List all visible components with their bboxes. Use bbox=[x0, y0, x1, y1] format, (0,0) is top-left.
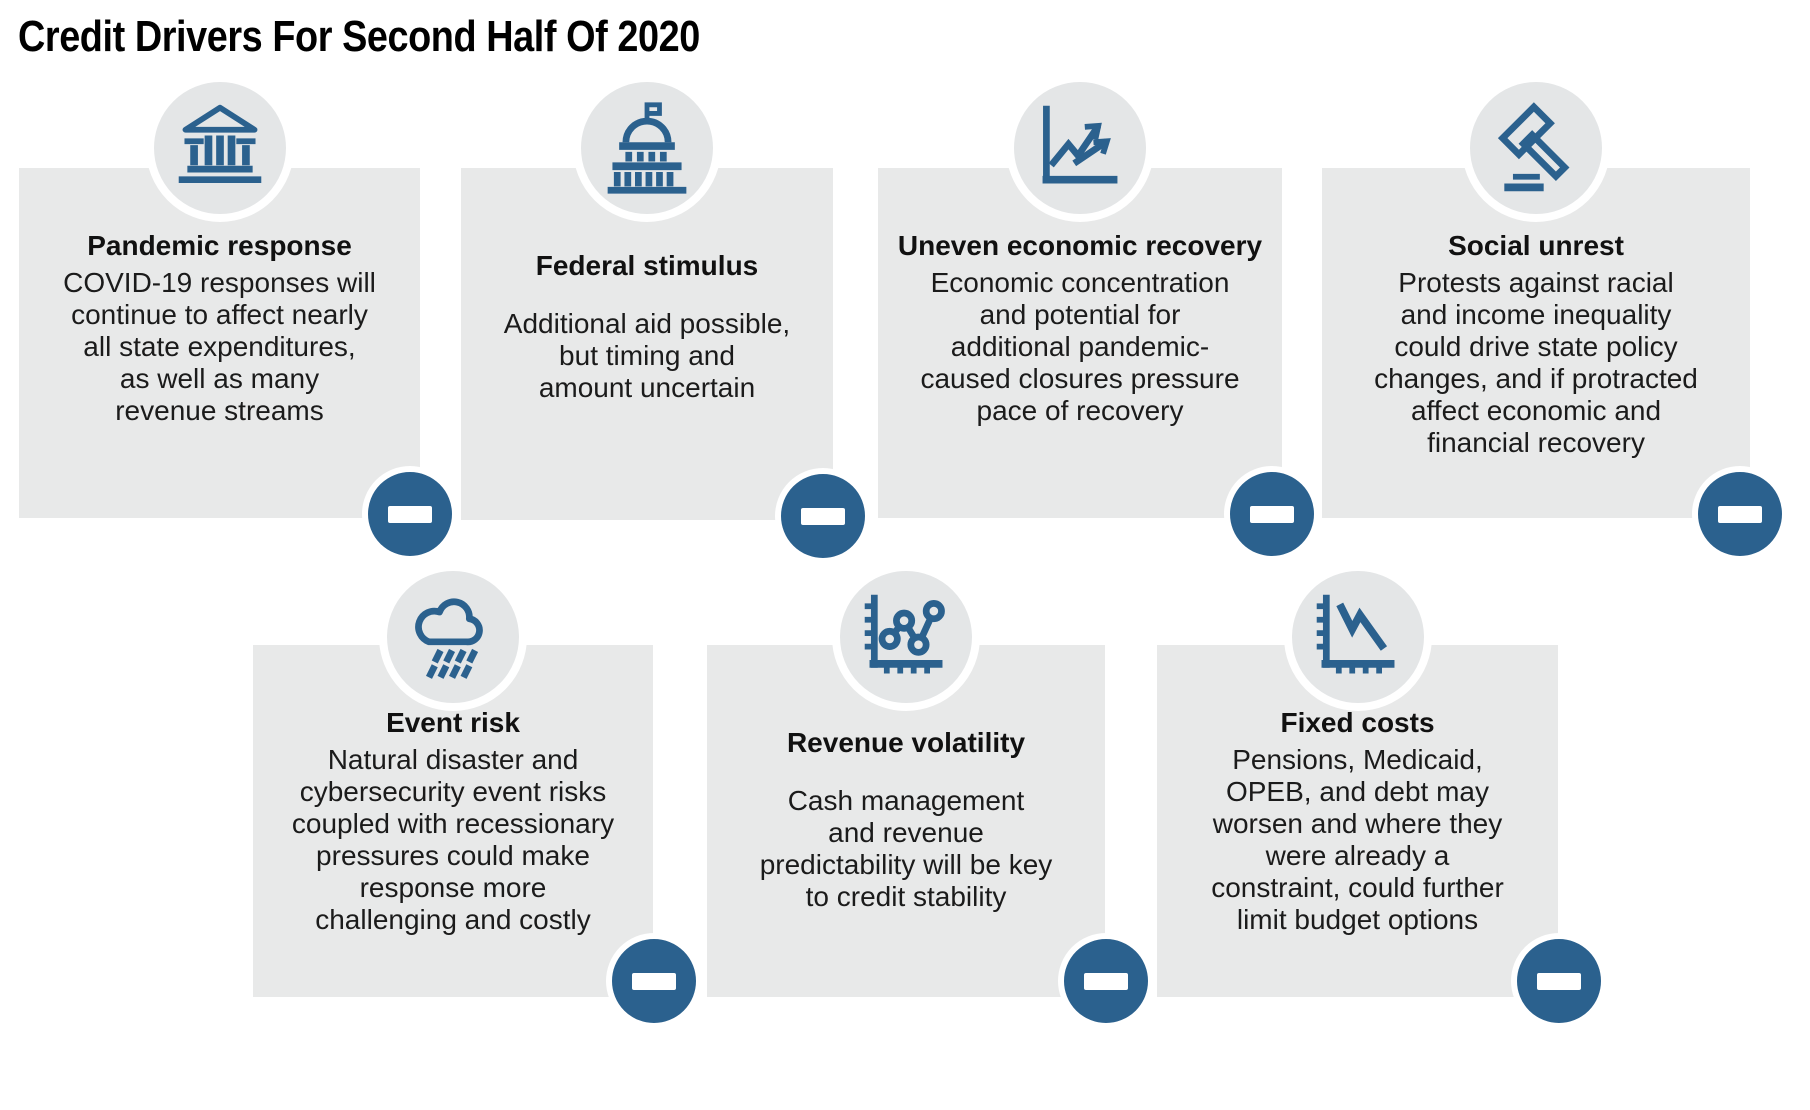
chart-rising-arrows-icon bbox=[1042, 105, 1118, 184]
bank-columns-icon bbox=[178, 104, 261, 184]
card-title: Uneven economic recovery bbox=[897, 230, 1263, 261]
capitol-building-icon bbox=[573, 74, 721, 222]
minus-badge bbox=[606, 933, 702, 1029]
card-title: Event risk bbox=[386, 707, 520, 738]
minus-icon bbox=[1250, 505, 1294, 523]
card-federal-stimulus: Federal stimulus Additional aid possible… bbox=[461, 74, 871, 564]
card-body: Cash management and revenue predictabili… bbox=[759, 785, 1053, 912]
card-revenue-volatility: Revenue volatility Cash management and r… bbox=[707, 563, 1154, 1029]
card-body: Protests against racial and income inequ… bbox=[1374, 267, 1698, 458]
card-title: Social unrest bbox=[1448, 230, 1624, 261]
card-uneven-economic-recovery: Uneven economic recovery Economic concen… bbox=[878, 74, 1320, 562]
gavel-icon bbox=[1497, 102, 1570, 192]
card-pandemic-response: Pandemic response COVID-19 responses wil… bbox=[19, 74, 458, 562]
minus-icon bbox=[388, 505, 432, 523]
minus-icon bbox=[632, 972, 676, 990]
minus-badge bbox=[1511, 933, 1607, 1029]
card-body: COVID-19 responses will continue to affe… bbox=[63, 267, 376, 426]
minus-icon bbox=[1084, 972, 1128, 990]
scatter-line-chart-icon bbox=[832, 563, 980, 711]
declining-chart-icon bbox=[1316, 594, 1394, 674]
card-fixed-costs: Fixed costs Pensions, Medicaid, OPEB, an… bbox=[1157, 563, 1607, 1029]
card-title: Federal stimulus bbox=[535, 250, 759, 281]
declining-chart-icon bbox=[1283, 563, 1432, 711]
minus-icon bbox=[801, 507, 845, 525]
card-body: Additional aid possible, but timing and … bbox=[503, 308, 791, 403]
rain-cloud-icon bbox=[415, 598, 483, 679]
card-social-unrest: Social unrest Protests against racial an… bbox=[1322, 74, 1788, 562]
minus-badge bbox=[362, 466, 458, 562]
capitol-building-icon bbox=[607, 102, 687, 194]
page-title: Credit Drivers For Second Half Of 2020 bbox=[18, 12, 700, 61]
card-body: Pensions, Medicaid, OPEB, and debt may w… bbox=[1211, 744, 1504, 935]
minus-badge bbox=[1692, 466, 1788, 562]
minus-badge bbox=[1058, 933, 1154, 1029]
chart-rising-arrows-icon bbox=[1006, 74, 1154, 222]
minus-icon bbox=[1718, 505, 1762, 523]
minus-badge bbox=[1224, 466, 1320, 562]
card-event-risk: Event risk Natural disaster and cybersec… bbox=[253, 563, 702, 1029]
gavel-icon bbox=[1462, 74, 1610, 222]
card-title: Fixed costs bbox=[1280, 707, 1435, 738]
card-body: Natural disaster and cybersecurity event… bbox=[291, 744, 615, 935]
rain-cloud-icon bbox=[379, 563, 527, 711]
minus-icon bbox=[1537, 972, 1581, 990]
card-body: Economic concentration and potential for… bbox=[920, 267, 1240, 426]
card-title: Revenue volatility bbox=[786, 727, 1026, 758]
card-title: Pandemic response bbox=[87, 230, 352, 261]
bank-columns-icon bbox=[145, 74, 294, 222]
minus-badge bbox=[775, 468, 871, 564]
scatter-line-chart-icon bbox=[864, 594, 945, 674]
